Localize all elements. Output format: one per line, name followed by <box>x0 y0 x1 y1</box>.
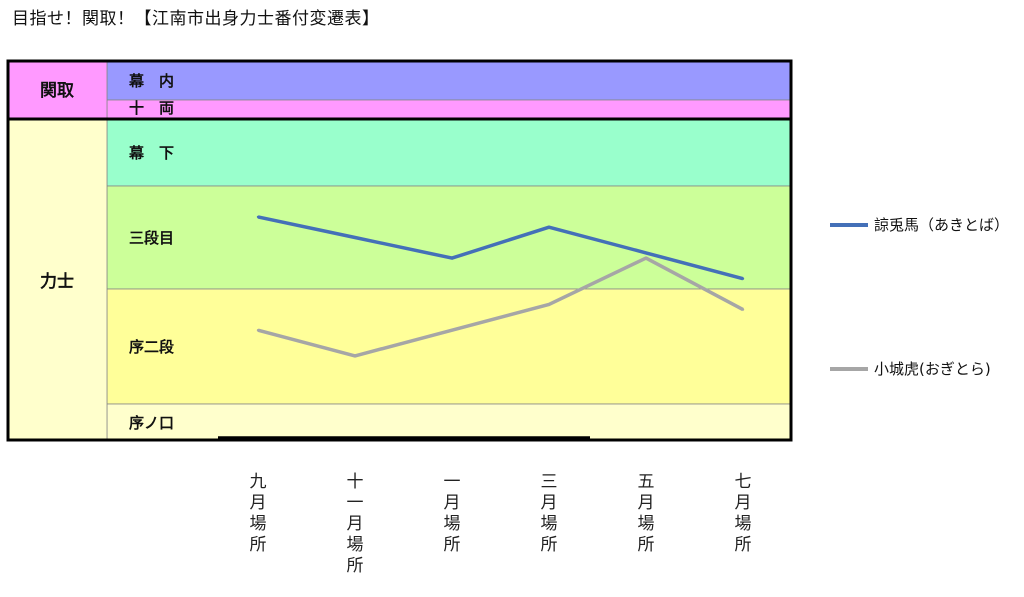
side-label-sekitori: 関取 <box>40 81 74 101</box>
x-tick-label: 三月場所 <box>540 472 558 555</box>
x-tick-label: 五月場所 <box>637 472 655 555</box>
data-point <box>644 251 648 255</box>
legend-item-akitoba: 諒兎馬（あきとば） <box>830 214 1009 235</box>
band-sandanme <box>106 185 792 290</box>
data-point <box>256 215 260 219</box>
data-point <box>741 277 745 280</box>
x-tick-label: 九月場所 <box>249 472 267 555</box>
data-point <box>547 303 551 306</box>
x-tick-label: 十一月場所 <box>346 472 364 576</box>
band-makuuchi <box>106 60 792 101</box>
legend-item-ogitora: 小城虎(おぎとら) <box>830 358 991 379</box>
band-label: 序二段 <box>129 338 174 356</box>
side-label-rikishi: 力士 <box>40 271 74 292</box>
legend-label: 小城虎(おぎとら) <box>874 360 991 378</box>
band-label: 幕 下 <box>128 144 174 162</box>
data-point <box>450 256 454 260</box>
band-makushita <box>106 118 792 187</box>
legend-label: 諒兎馬（あきとば） <box>874 216 1010 234</box>
series-line-akitoba <box>257 215 744 281</box>
data-point <box>353 354 357 358</box>
band-jonidan <box>106 288 792 405</box>
band-jonokuchi <box>106 403 792 441</box>
x-tick-label: 一月場所 <box>443 472 461 555</box>
chart-frame <box>6 59 793 442</box>
x-tick-label: 七月場所 <box>734 472 752 555</box>
band-label: 十 両 <box>129 99 174 117</box>
band-label: 三段目 <box>129 229 174 247</box>
data-point <box>256 329 260 332</box>
legend-swatch <box>830 222 868 227</box>
series-lines <box>256 215 745 358</box>
side-cell-rikishi <box>7 118 108 441</box>
data-point <box>450 329 454 332</box>
band-label: 幕 内 <box>128 72 174 90</box>
legend-swatch <box>830 366 868 371</box>
data-point <box>547 226 551 229</box>
band-label: 序ノ口 <box>129 414 174 432</box>
data-point <box>741 308 745 311</box>
side-cell-sekitori <box>7 60 108 120</box>
data-point <box>644 256 648 260</box>
data-point <box>353 236 357 239</box>
series-line-ogitora <box>257 256 744 358</box>
band-juryo <box>106 99 792 120</box>
page-title: 目指せ！関取！【江南市出身力士番付変遷表】 <box>12 9 380 29</box>
